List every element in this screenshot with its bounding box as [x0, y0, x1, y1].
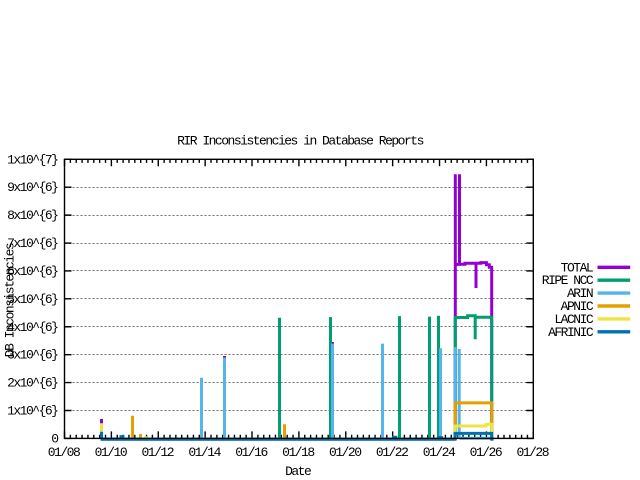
svg-text:8x10^{6}: 8x10^{6}	[7, 208, 58, 223]
svg-text:01/10: 01/10	[95, 445, 127, 460]
svg-text:2x10^{6}: 2x10^{6}	[7, 376, 58, 391]
svg-text:3x10^{6}: 3x10^{6}	[7, 348, 58, 363]
svg-text:1x10^{6}: 1x10^{6}	[7, 403, 58, 418]
svg-text:1x10^{7}: 1x10^{7}	[7, 152, 58, 167]
svg-text:ARIN: ARIN	[567, 286, 593, 301]
svg-text:TOTAL: TOTAL	[561, 260, 593, 275]
svg-text:01/20: 01/20	[329, 445, 361, 460]
svg-text:7x10^{6}: 7x10^{6}	[7, 236, 58, 251]
svg-text:01/18: 01/18	[282, 445, 314, 460]
svg-text:01/22: 01/22	[376, 445, 408, 460]
svg-text:01/26: 01/26	[470, 445, 502, 460]
svg-text:5x10^{6}: 5x10^{6}	[7, 292, 58, 307]
svg-text:6x10^{6}: 6x10^{6}	[7, 264, 58, 279]
svg-text:01/28: 01/28	[517, 445, 549, 460]
svg-text:RIPE NCC: RIPE NCC	[542, 273, 594, 288]
svg-text:DB Inconsistencies: DB Inconsistencies	[3, 243, 18, 357]
svg-text:4x10^{6}: 4x10^{6}	[7, 320, 58, 335]
svg-text:AFRINIC: AFRINIC	[548, 325, 594, 340]
svg-text:RIR Inconsistencies in Databas: RIR Inconsistencies in Database Reports	[177, 134, 423, 149]
svg-text:01/16: 01/16	[235, 445, 267, 460]
svg-text:0: 0	[51, 431, 58, 446]
svg-text:01/14: 01/14	[188, 445, 221, 460]
svg-text:LACNIC: LACNIC	[554, 312, 594, 327]
svg-text:APNIC: APNIC	[561, 299, 594, 314]
svg-text:Date: Date	[285, 464, 311, 479]
svg-text:9x10^{6}: 9x10^{6}	[7, 180, 58, 195]
svg-text:01/24: 01/24	[423, 445, 456, 460]
svg-text:01/12: 01/12	[142, 445, 174, 460]
svg-text:01/08: 01/08	[48, 445, 80, 460]
